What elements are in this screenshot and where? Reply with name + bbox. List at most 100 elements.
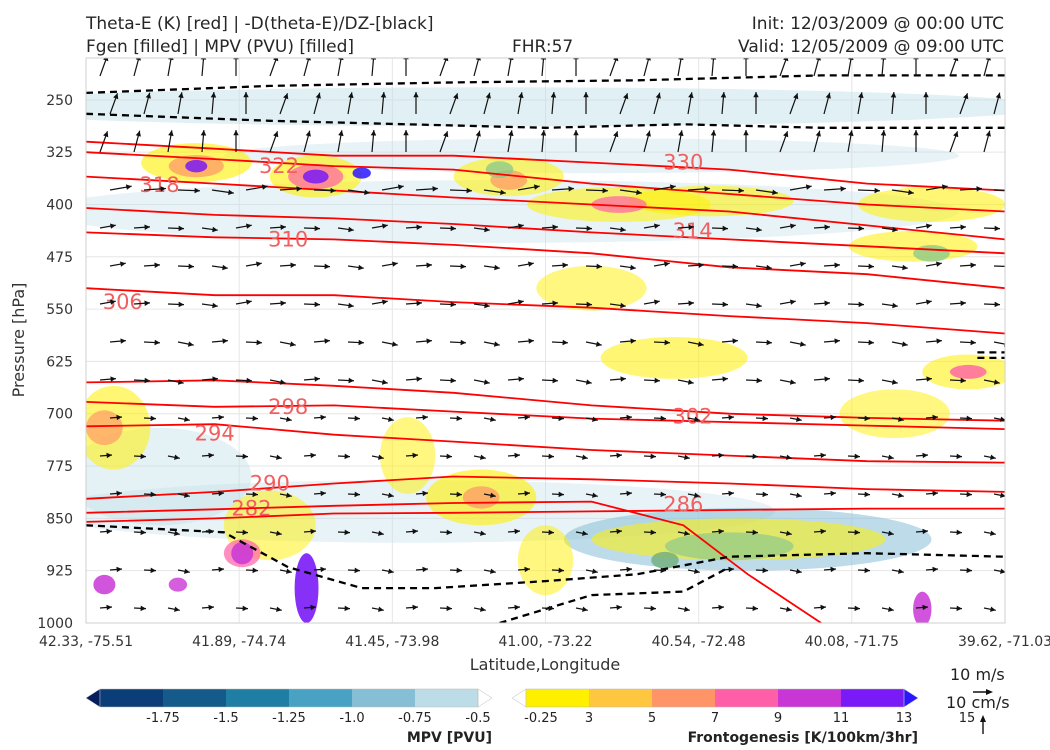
wind-vector-head [786,530,792,536]
wind-vector-head [922,452,928,459]
wind-vector-head [786,606,792,612]
wind-vector-head [698,262,704,268]
wind-vector-head [370,130,377,136]
wind-vector-head [208,604,214,611]
wind-vector-head [483,379,490,385]
mpv-extend-low [85,688,101,708]
wind-vector-head [388,416,394,422]
x-tick-label: 41.00, -73.22 [498,634,592,650]
wind-vector-head [890,92,897,98]
wind-vector-head [243,92,249,98]
wind-vector-head [320,566,326,573]
wind-vector-head [456,567,462,574]
wind-vector-head [976,186,982,192]
wind-vector-head [514,528,520,535]
wind-vector-head [446,605,452,612]
wind-vector-head [548,529,554,536]
wind-vector-head [416,224,422,230]
y-tick-label: 550 [46,302,73,318]
wind-vector-head [796,568,802,574]
wind-vector-head [960,224,966,230]
y-axis-label: Pressure [hPa] [9,283,28,398]
mpv-tick-label: -1.5 [213,711,238,726]
wind-vector-head [687,379,694,385]
wind-vector-head [888,454,894,460]
wind-vector-head [790,299,796,305]
wind-vector-head [645,58,651,61]
wind-vector-head [397,184,404,190]
wind-vector-head [926,223,932,229]
wind-vector-head [858,301,864,308]
wind-vector-head [540,130,547,136]
wind-vector-head [188,263,194,270]
filled-region [223,138,960,174]
wind-vector-head [710,58,717,60]
x-tick-label: 40.08, -71.75 [805,634,899,650]
wind-vector-head [388,568,394,574]
filled-region [628,185,794,217]
wind-vector-head [592,568,598,574]
contour-label-322: 322 [259,154,299,178]
wind-vector-head [753,92,759,98]
wind-vector-head [330,187,336,194]
wind-vector-head [926,376,932,382]
wind-vector-head [289,341,296,347]
y-tick-label: 925 [46,564,73,580]
wind-vector-head [558,491,564,498]
wind-vector [337,58,342,77]
filled-region [294,553,319,623]
mpv-tick-label: -0.5 [465,711,490,726]
wind-vector-head [923,92,929,98]
wind-vector-head [796,416,802,422]
wind-vector-head [834,338,840,344]
wind-vector-head [864,491,870,498]
wind-vector-head [242,605,248,612]
wind-vector-head [994,301,1000,308]
wind-vector-head [830,414,836,421]
wind-vector-head [194,187,200,194]
wind-vector-head [392,261,398,267]
wind-vector-head [583,92,589,98]
wind-vector-head [990,454,996,460]
wind-vector-head [279,379,286,385]
filled-region [949,364,987,379]
wind-vector-head [382,299,388,305]
wind-vector-head [200,130,207,136]
wind-vector-head [592,416,598,422]
wind-vector-head [443,58,449,62]
wind-vector-head [320,490,326,497]
wind-vector-head [212,302,218,309]
wind-vector-head [558,567,564,574]
wind-vector-head [106,452,112,459]
ref-vector-horizontal-label: 10 m/s [950,665,1005,684]
wind-vector-head [338,58,344,61]
wind-vector-head [480,606,486,612]
wind-vector-head [630,264,636,271]
x-tick-labels: 42.33, -75.51 41.89, -74.74 41.45, -73.98 4… [39,634,1050,650]
wind-vector-head [620,226,626,233]
wind-vector-head [573,58,579,60]
wind-vector-head [720,92,727,98]
wind-vector-head [310,528,316,535]
contour-label-302: 302 [672,405,712,429]
contour-label-290: 290 [250,471,290,495]
filled-fields [86,87,1005,623]
wind-vector-head [552,224,558,230]
wind-vector-head [985,130,991,137]
wind-vector-head [378,606,384,612]
valid-time: Valid: 12/05/2009 @ 09:00 UTC [738,37,1004,57]
wind-vector-head [697,341,704,347]
wind-vector-head [678,130,684,137]
filled-region [857,187,1005,222]
wind-vector-head [953,131,959,138]
wind-vector-head [994,225,1000,232]
mpv-tick-label: -0.75 [398,711,432,726]
wind-vector-head [280,300,286,306]
y-tick-label: 775 [46,459,73,475]
wind-vector [993,265,1005,268]
wind-vector [993,341,1005,345]
wind-vector-head [140,529,146,536]
wind-vector-head [348,226,354,233]
init-time: Init: 12/03/2009 @ 00:00 UTC [751,14,1004,34]
mpv-swatch [289,689,353,707]
